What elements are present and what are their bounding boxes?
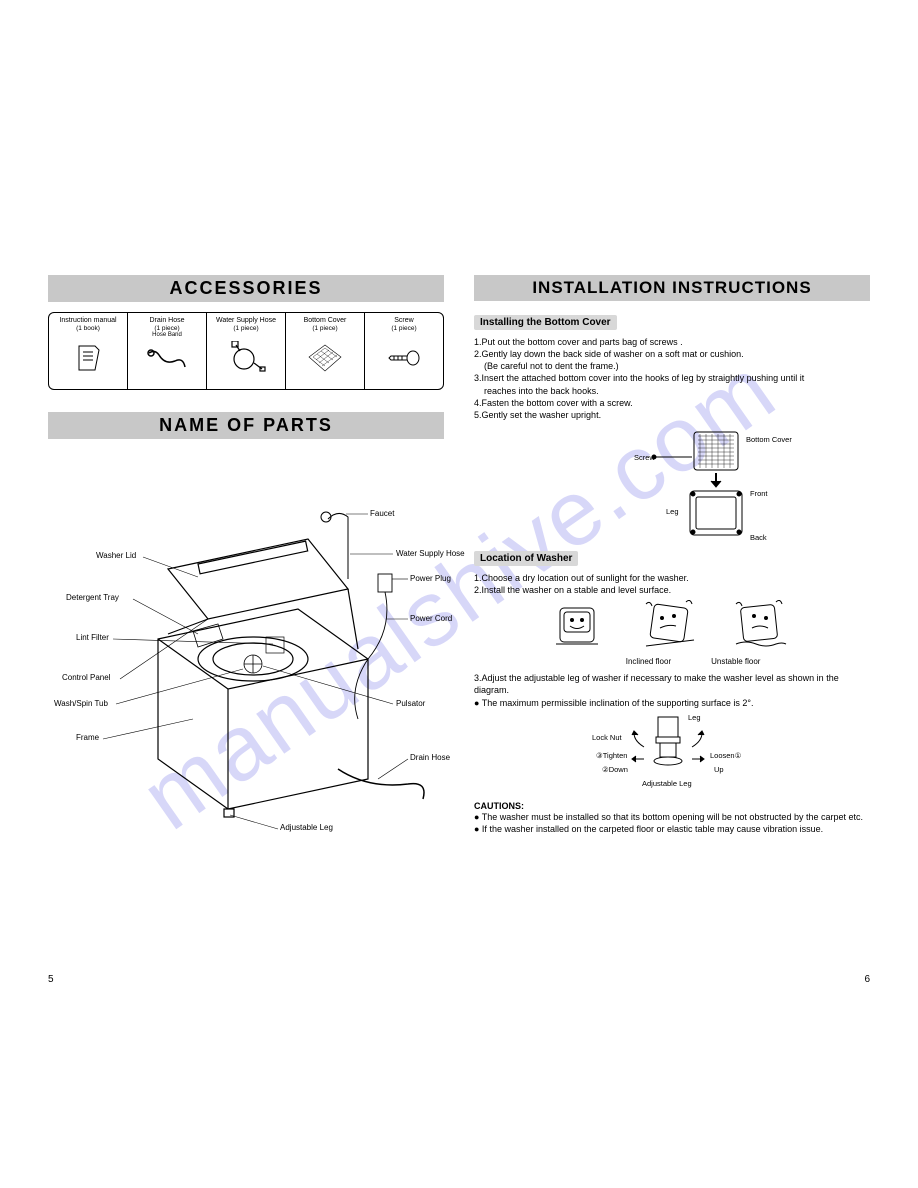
leg-label-adjleg: Adjustable Leg — [642, 779, 692, 788]
acc-sub: (1 piece) — [154, 325, 179, 332]
step: reaches into the back hooks. — [474, 385, 870, 397]
label-unstable-floor: Unstable floor — [711, 657, 760, 666]
step: 5.Gently set the washer upright. — [474, 409, 870, 421]
leg-label-locknut: Lock Nut — [592, 733, 622, 742]
accessories-header: ACCESSORIES — [48, 275, 444, 302]
right-column: INSTALLATION INSTRUCTIONS Installing the… — [474, 275, 870, 955]
parts-diagram: Washer Lid Detergent Tray Lint Filter Co… — [48, 459, 444, 839]
bottom-cover-icon — [288, 332, 362, 385]
step: 1.Put out the bottom cover and parts bag… — [474, 336, 870, 348]
label-water-supply-hose: Water Supply Hose — [396, 549, 465, 558]
bottom-cover-steps: 1.Put out the bottom cover and parts bag… — [474, 336, 870, 421]
page-spread: ACCESSORIES Instruction manual (1 book) … — [48, 275, 870, 955]
floor-labels: . Inclined floor Unstable floor — [474, 657, 870, 666]
acc-sub: (1 piece) — [233, 325, 258, 332]
acc-cell-manual: Instruction manual (1 book) — [49, 313, 128, 389]
page-number-right: 6 — [864, 974, 870, 985]
leg-diagram: Lock Nut Leg ③Tighten Loosen① ②Down Up A… — [474, 713, 870, 791]
supply-hose-icon — [209, 332, 283, 385]
step: 3.Insert the attached bottom cover into … — [474, 372, 870, 384]
label-wash-spin-tub: Wash/Spin Tub — [54, 699, 108, 708]
acc-cell-bottomcover: Bottom Cover (1 piece) — [286, 313, 365, 389]
acc-title: Water Supply Hose — [216, 317, 276, 325]
drain-hose-icon — [130, 338, 204, 385]
leg-label-loosen: Loosen① — [710, 751, 741, 760]
leg-label-down: ②Down — [602, 765, 628, 774]
label-drain-hose: Drain Hose — [410, 753, 450, 762]
leg-label-tighten: ③Tighten — [596, 751, 627, 760]
step: 1.Choose a dry location out of sunlight … — [474, 572, 870, 584]
cautions-list: ● The washer must be installed so that i… — [474, 811, 870, 835]
acc-cell-supplyhose: Water Supply Hose (1 piece) — [207, 313, 286, 389]
floor-diagram: . Inclined floor Unstable floor — [474, 600, 870, 666]
label-lint-filter: Lint Filter — [76, 633, 109, 642]
page-number-left: 5 — [48, 974, 54, 985]
bullet: ● The maximum permissible inclination of… — [474, 697, 870, 709]
acc-title: Instruction manual — [59, 317, 116, 325]
label-detergent-tray: Detergent Tray — [66, 593, 119, 602]
label-control-panel: Control Panel — [62, 673, 110, 682]
screw-icon — [367, 332, 441, 385]
label-adjustable-leg: Adjustable Leg — [280, 823, 333, 832]
acc-sub: (1 piece) — [312, 325, 337, 332]
name-of-parts-header: NAME OF PARTS — [48, 412, 444, 439]
bc-label-front: Front — [750, 489, 768, 498]
acc-title: Drain Hose — [149, 317, 184, 325]
left-column: ACCESSORIES Instruction manual (1 book) … — [48, 275, 444, 955]
bc-label-bottom-cover: Bottom Cover — [746, 435, 792, 444]
leg-label-leg: Leg — [688, 713, 701, 722]
label-inclined-floor: Inclined floor — [626, 657, 671, 666]
step: (Be careful not to dent the frame.) — [474, 360, 870, 372]
label-pulsator: Pulsator — [396, 699, 425, 708]
label-washer-lid: Washer Lid — [96, 551, 136, 560]
acc-sub: (1 book) — [76, 325, 100, 332]
adjust-steps: 3.Adjust the adjustable leg of washer if… — [474, 672, 870, 708]
bc-label-back: Back — [750, 533, 767, 542]
step: 4.Fasten the bottom cover with a screw. — [474, 397, 870, 409]
acc-cell-screw: Screw (1 piece) — [365, 313, 443, 389]
step: 2.Install the washer on a stable and lev… — [474, 584, 870, 596]
acc-sub: (1 piece) — [391, 325, 416, 332]
installation-header: INSTALLATION INSTRUCTIONS — [474, 275, 870, 301]
caution-item: ● If the washer installed on the carpete… — [474, 823, 870, 835]
bc-label-screw: Screw — [634, 453, 655, 462]
acc-cell-drainhose: Drain Hose (1 piece) Hose Band — [128, 313, 207, 389]
manual-icon — [51, 332, 125, 385]
cautions-title: CAUTIONS: — [474, 801, 870, 811]
label-faucet: Faucet — [370, 509, 394, 518]
acc-title: Screw — [394, 317, 413, 325]
bottom-cover-subheader: Installing the Bottom Cover — [474, 315, 617, 330]
caution-item: ● The washer must be installed so that i… — [474, 811, 870, 823]
step: 2.Gently lay down the back side of washe… — [474, 348, 870, 360]
location-steps: 1.Choose a dry location out of sunlight … — [474, 572, 870, 596]
label-power-plug: Power Plug — [410, 574, 451, 583]
accessories-table: Instruction manual (1 book) Drain Hose (… — [48, 312, 444, 390]
label-power-cord: Power Cord — [410, 614, 452, 623]
location-subheader: Location of Washer — [474, 551, 578, 566]
bottom-cover-diagram: Screw Bottom Cover Front Back Leg — [474, 427, 870, 547]
acc-title: Bottom Cover — [304, 317, 347, 325]
step: 3.Adjust the adjustable leg of washer if… — [474, 672, 870, 696]
label-frame: Frame — [76, 733, 99, 742]
bc-label-leg: Leg — [666, 507, 679, 516]
leg-label-up: Up — [714, 765, 724, 774]
